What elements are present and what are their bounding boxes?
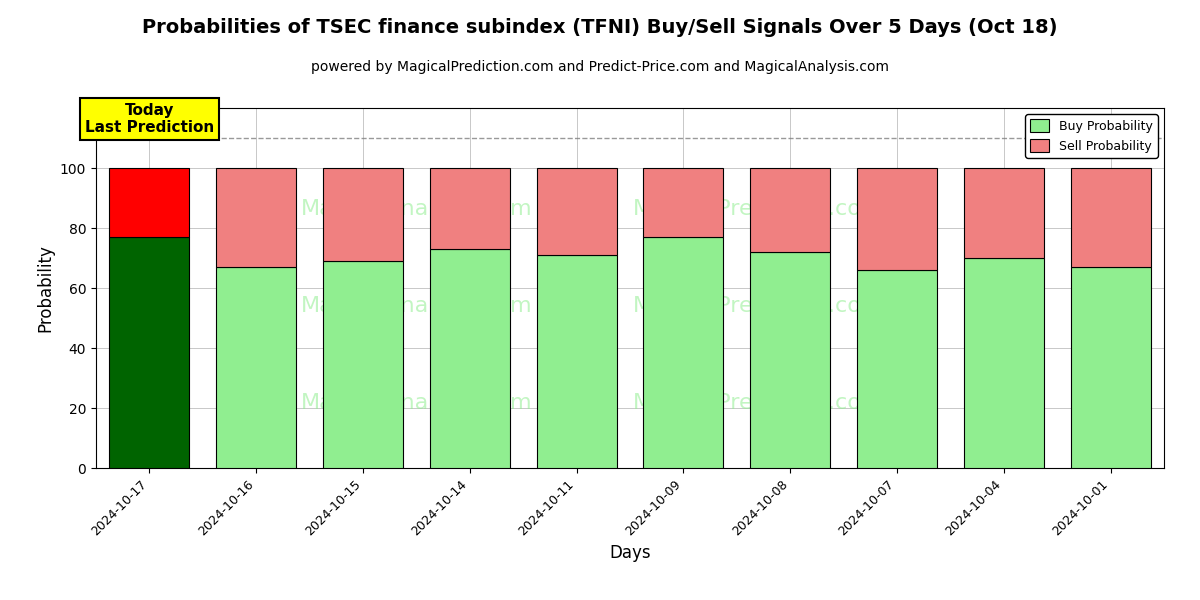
Bar bbox=[1070, 267, 1151, 468]
Y-axis label: Probability: Probability bbox=[36, 244, 54, 332]
Text: Probabilities of TSEC finance subindex (TFNI) Buy/Sell Signals Over 5 Days (Oct : Probabilities of TSEC finance subindex (… bbox=[143, 18, 1057, 37]
Legend: Buy Probability, Sell Probability: Buy Probability, Sell Probability bbox=[1025, 114, 1158, 158]
Bar bbox=[857, 270, 937, 468]
Text: MagicalAnalysis.com: MagicalAnalysis.com bbox=[300, 199, 533, 219]
Bar bbox=[109, 237, 190, 468]
Bar bbox=[643, 168, 724, 237]
Bar bbox=[750, 168, 830, 252]
Bar bbox=[430, 168, 510, 249]
Bar bbox=[1070, 168, 1151, 267]
Bar bbox=[109, 168, 190, 237]
Bar bbox=[323, 168, 403, 261]
Text: MagicalPrediction.com: MagicalPrediction.com bbox=[632, 393, 883, 413]
Bar bbox=[750, 252, 830, 468]
Bar bbox=[216, 267, 296, 468]
Bar bbox=[536, 168, 617, 255]
Text: Today
Last Prediction: Today Last Prediction bbox=[85, 103, 214, 135]
Bar bbox=[964, 258, 1044, 468]
Text: MagicalPrediction.com: MagicalPrediction.com bbox=[632, 199, 883, 219]
Text: MagicalAnalysis.com: MagicalAnalysis.com bbox=[300, 393, 533, 413]
Bar bbox=[323, 261, 403, 468]
Bar bbox=[216, 168, 296, 267]
Text: MagicalPrediction.com: MagicalPrediction.com bbox=[632, 296, 883, 316]
X-axis label: Days: Days bbox=[610, 544, 650, 562]
Bar bbox=[643, 237, 724, 468]
Text: powered by MagicalPrediction.com and Predict-Price.com and MagicalAnalysis.com: powered by MagicalPrediction.com and Pre… bbox=[311, 60, 889, 74]
Bar bbox=[536, 255, 617, 468]
Text: MagicalAnalysis.com: MagicalAnalysis.com bbox=[300, 296, 533, 316]
Bar bbox=[964, 168, 1044, 258]
Bar bbox=[430, 249, 510, 468]
Bar bbox=[857, 168, 937, 270]
